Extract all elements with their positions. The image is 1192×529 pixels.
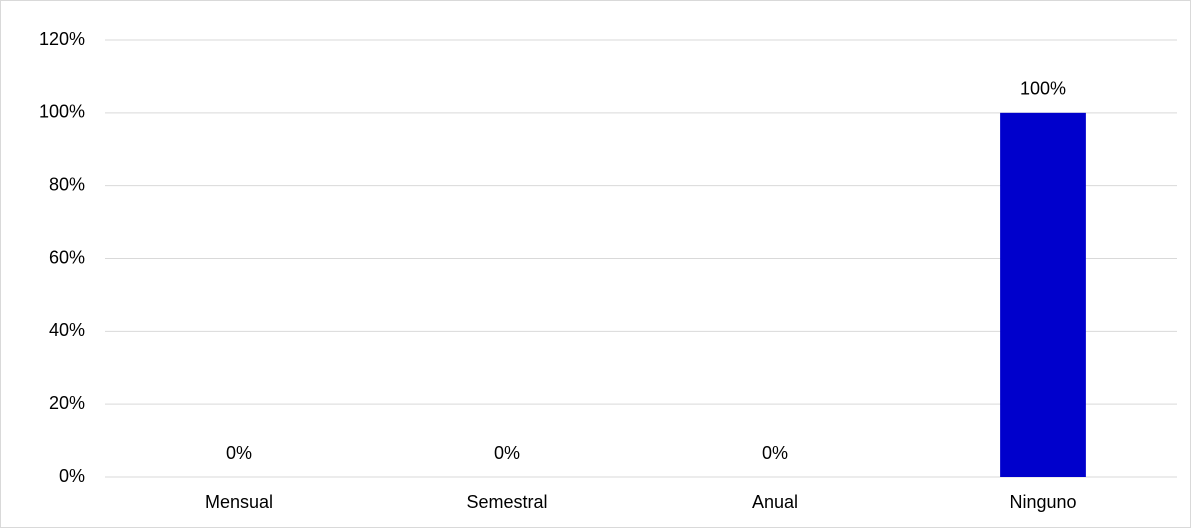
y-tick-label: 40% — [49, 320, 85, 340]
x-tick-label: Semestral — [466, 492, 547, 512]
x-tick-label: Ninguno — [1009, 492, 1076, 512]
x-tick-label: Anual — [752, 492, 798, 512]
data-label: 100% — [1020, 79, 1066, 99]
x-tick-label: Mensual — [205, 492, 273, 512]
y-tick-label: 60% — [49, 247, 85, 267]
y-tick-label: 0% — [59, 466, 85, 486]
y-tick-label: 100% — [39, 102, 85, 122]
y-tick-label: 120% — [39, 29, 85, 49]
y-tick-label: 20% — [49, 393, 85, 413]
data-label: 0% — [494, 443, 520, 463]
bar — [1000, 112, 1086, 477]
data-label: 0% — [762, 443, 788, 463]
data-label: 0% — [226, 443, 252, 463]
y-tick-label: 80% — [49, 174, 85, 194]
